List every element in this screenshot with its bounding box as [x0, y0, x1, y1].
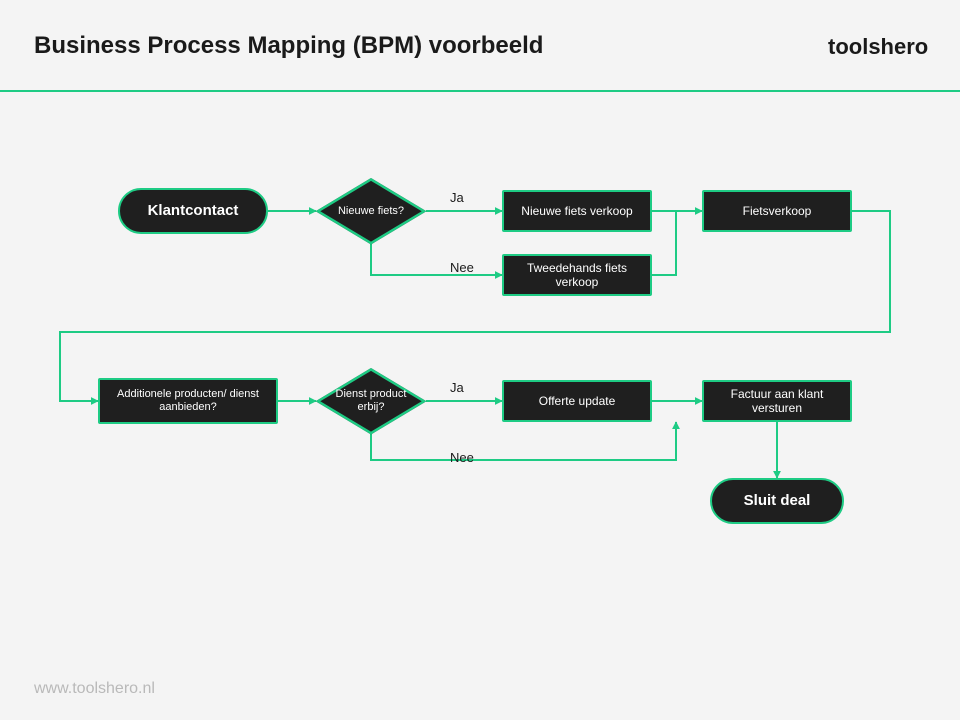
edge-label-nee1: Nee	[450, 260, 474, 275]
terminator-end: Sluit deal	[710, 478, 844, 524]
flowchart-canvas: Klantcontact Nieuwe fiets? Nieuwe fiets ve…	[0, 0, 960, 720]
process-used_bike: Tweedehands fiets verkoop	[502, 254, 652, 296]
node-label: Additionele producten/ dienst aanbieden?	[108, 388, 268, 414]
process-additional: Additionele producten/ dienst aanbieden?	[98, 378, 278, 424]
edge-label-ja1: Ja	[450, 190, 464, 205]
decision-d1: Nieuwe fiets?	[316, 178, 426, 244]
node-label: Nieuwe fiets?	[316, 178, 426, 244]
node-label: Dienst product erbij?	[316, 368, 426, 434]
node-label: Factuur aan klant versturen	[712, 387, 842, 416]
page-root: Business Process Mapping (BPM) voorbeeld…	[0, 0, 960, 720]
edge	[371, 244, 502, 275]
node-label: Offerte update	[539, 394, 616, 408]
process-invoice: Factuur aan klant versturen	[702, 380, 852, 422]
flowchart-edges	[0, 0, 960, 720]
process-bike_sale: Fietsverkoop	[702, 190, 852, 232]
decision-d2: Dienst product erbij?	[316, 368, 426, 434]
edge	[652, 211, 676, 275]
edge	[60, 211, 890, 401]
footer-link: www.toolshero.nl	[34, 680, 155, 698]
node-label: Fietsverkoop	[743, 204, 812, 218]
edge-label-nee2: Nee	[450, 450, 474, 465]
terminator-start: Klantcontact	[118, 188, 268, 234]
node-label: Nieuwe fiets verkoop	[521, 204, 632, 218]
node-label: Klantcontact	[148, 202, 239, 220]
process-new_bike: Nieuwe fiets verkoop	[502, 190, 652, 232]
node-label: Sluit deal	[744, 492, 811, 510]
process-quote: Offerte update	[502, 380, 652, 422]
node-label: Tweedehands fiets verkoop	[512, 261, 642, 290]
edge-label-ja2: Ja	[450, 380, 464, 395]
